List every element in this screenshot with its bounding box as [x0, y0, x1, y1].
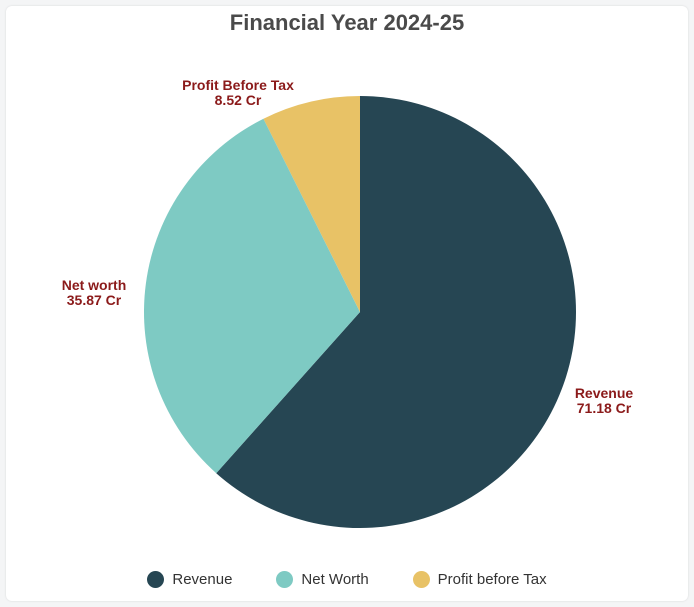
legend-label-revenue: Revenue: [172, 571, 233, 588]
chart-title: Financial Year 2024-25: [229, 10, 465, 35]
legend-label-profit-before-tax: Profit before Tax: [437, 571, 547, 588]
chart-legend: Revenue Net Worth Profit before Tax: [0, 571, 694, 588]
legend-item-revenue: Revenue: [147, 571, 232, 588]
slice-label-revenue: Revenue: [575, 385, 634, 401]
legend-swatch-net-worth: [276, 571, 294, 588]
legend-swatch-profit-before-tax: [412, 571, 430, 588]
pie-slice-profit-before-tax: [263, 96, 360, 312]
slice-label-net-worth: Net worth: [62, 277, 127, 293]
slice-label-profit-before-tax: Profit Before Tax: [182, 77, 294, 93]
legend-label-net-worth: Net Worth: [301, 571, 369, 588]
slice-value-net-worth: 35.87 Cr: [67, 292, 122, 308]
slice-value-profit-before-tax: 8.52 Cr: [215, 92, 262, 108]
pie-slice-revenue: [216, 96, 577, 528]
legend-item-net-worth: Net Worth: [276, 571, 369, 588]
pie-slice-net-worth: [144, 118, 360, 474]
legend-swatch-revenue: [147, 571, 165, 588]
legend-item-profit-before-tax: Profit before Tax: [412, 571, 547, 588]
slice-value-revenue: 71.18 Cr: [577, 400, 632, 416]
